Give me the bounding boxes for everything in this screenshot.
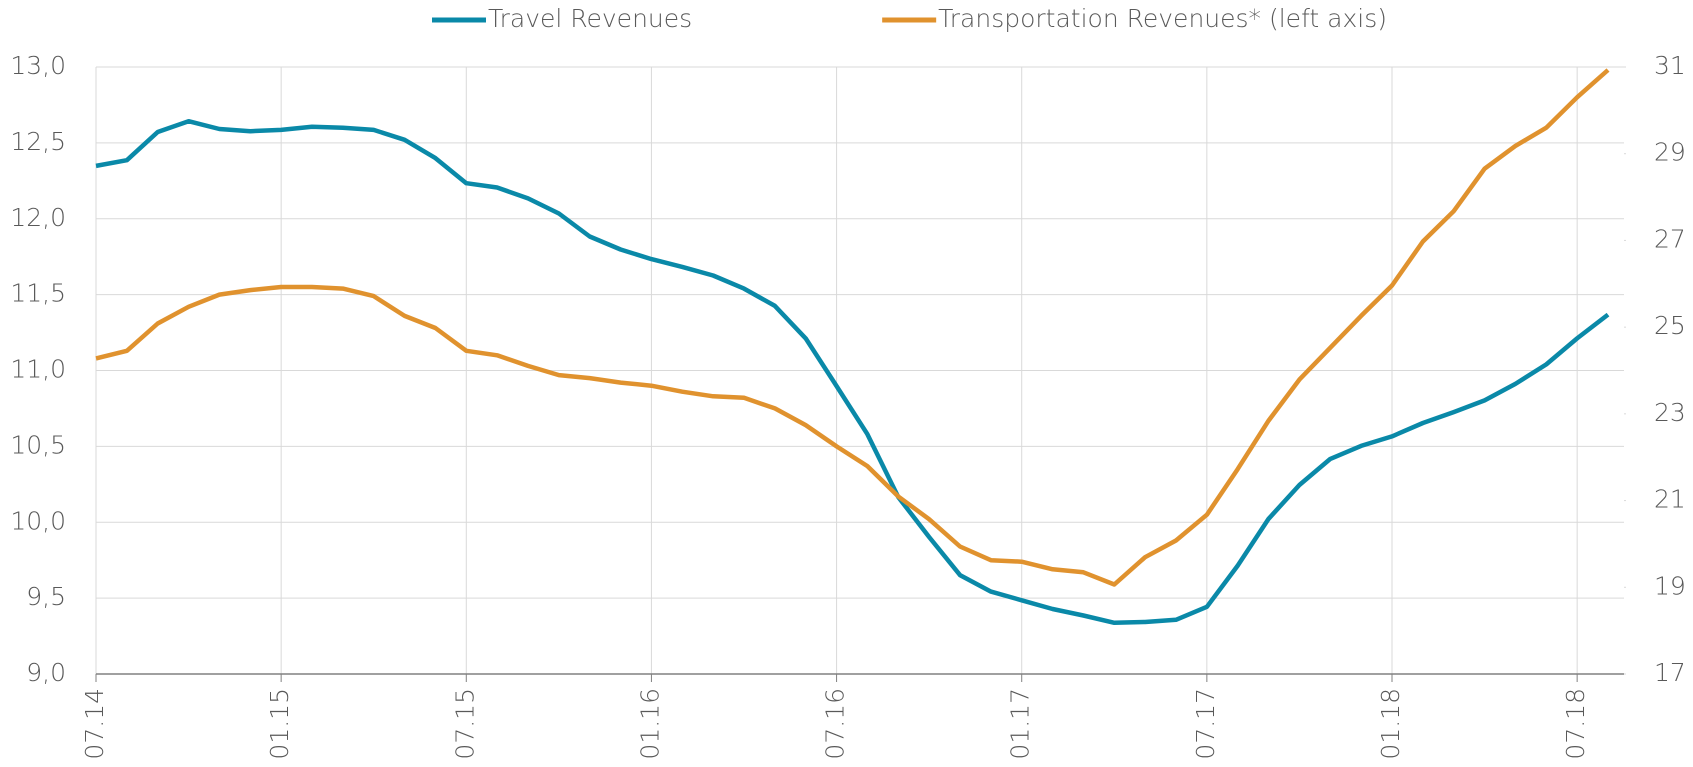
x-tick-label: 01.16 bbox=[635, 688, 664, 760]
y2-tick-label: 27 bbox=[1654, 224, 1686, 253]
y-tick-label: 13,0 bbox=[10, 51, 66, 80]
y2-tick-label: 25 bbox=[1654, 311, 1686, 340]
y-tick-label: 11,5 bbox=[10, 279, 66, 308]
y-tick-label: 12,5 bbox=[10, 127, 66, 156]
x-tick-label: 07.16 bbox=[821, 688, 850, 760]
line-series bbox=[95, 68, 1610, 587]
x-tick-label: 01.15 bbox=[265, 688, 294, 760]
y-tick-label: 9,0 bbox=[26, 658, 66, 687]
y-tick-label: 12,0 bbox=[10, 203, 66, 232]
y2-tick-label: 29 bbox=[1654, 138, 1686, 167]
x-tick-label: 01.18 bbox=[1376, 688, 1405, 760]
x-tick-label: 07.17 bbox=[1191, 688, 1220, 760]
y2-tick-label: 21 bbox=[1654, 485, 1686, 514]
x-tick-label: 07.14 bbox=[80, 688, 109, 760]
y2-tick-label: 23 bbox=[1654, 398, 1686, 427]
y2-tick-label: 17 bbox=[1654, 658, 1686, 687]
y2-tick-label: 31 bbox=[1654, 51, 1686, 80]
y-tick-label: 9,5 bbox=[26, 582, 66, 611]
line-series bbox=[95, 118, 1610, 626]
legend-label: Travel Revenues bbox=[488, 4, 692, 33]
y-tick-label: 10,0 bbox=[10, 506, 66, 535]
legend-label: Transportation Revenues* (left axis) bbox=[938, 4, 1387, 33]
y2-tick-label: 19 bbox=[1654, 571, 1686, 600]
x-tick-label: 01.17 bbox=[1006, 688, 1035, 760]
x-tick-label: 07.18 bbox=[1561, 688, 1590, 760]
y-tick-label: 11,0 bbox=[10, 355, 66, 384]
x-tick-label: 07.15 bbox=[450, 688, 479, 760]
y-tick-label: 10,5 bbox=[10, 430, 66, 459]
